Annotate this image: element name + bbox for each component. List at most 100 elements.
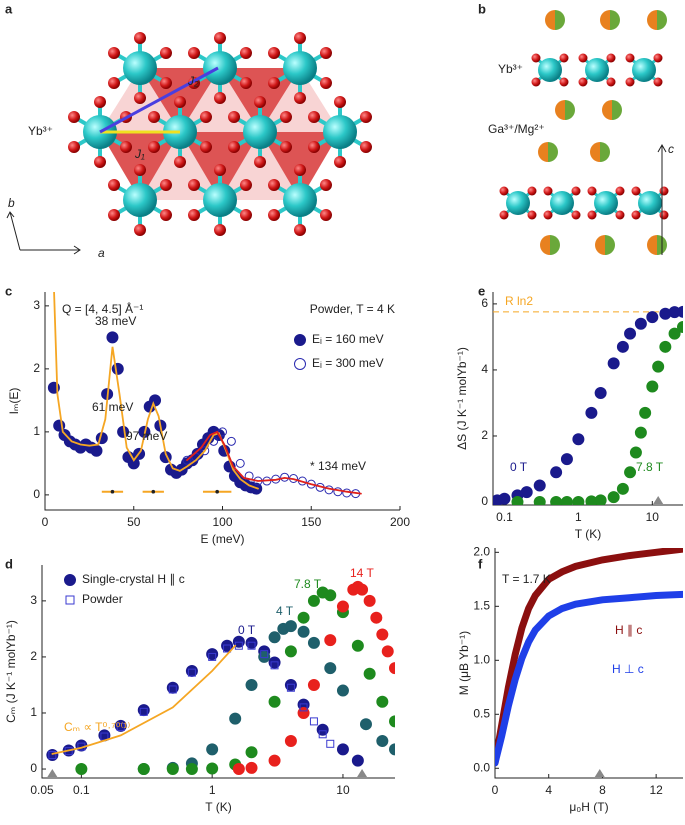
annotation: Powder, T = 4 K [310,302,395,316]
annotation: T = 1.7 K [502,572,551,586]
legend-label: Single-crystal H ∥ c [82,572,185,586]
oxygen [239,209,252,221]
yb-atom [506,191,530,215]
y-tick-label: 2 [481,428,488,442]
oxygen [188,47,201,59]
y-tick-label: 2 [33,361,40,375]
series-group [495,548,683,767]
series-label: H ⊥ c [612,662,644,676]
y-tick-label: 3 [33,298,40,312]
series-label: Cₘ ∝ T⁰·⁷⁰⁽¹⁾ [64,720,130,734]
point [336,600,349,613]
point [594,494,607,505]
point [297,706,310,719]
oxygen [199,111,212,123]
point [48,751,57,760]
oxygen [68,141,81,153]
oxygen [134,164,146,176]
point [221,639,234,652]
point [560,496,573,505]
x-tick-label: 10 [646,510,660,524]
point [634,426,647,439]
ga-atom [647,10,667,30]
y-axis-label: ΔS (J K⁻¹ molYb⁻¹) [455,347,469,450]
point [616,340,629,353]
point [389,662,395,675]
oxygen [527,210,537,220]
reference-label: R ln2 [505,294,533,308]
oxygen [174,156,186,168]
yb-atom [203,51,237,85]
point [284,645,297,658]
point [520,486,533,499]
point [268,631,281,644]
oxygen [578,77,588,87]
oxygen [279,141,292,153]
point [111,362,124,375]
oxygen [228,141,241,153]
yb-atom [123,183,157,217]
point [381,645,394,658]
point [629,446,642,459]
x-tick-label: 0.05 [30,783,54,797]
series-group [46,580,395,776]
oxygen [268,47,281,59]
oxygen [294,224,306,236]
series-label: 0 T [238,623,256,637]
x-tick-label: 12 [649,783,663,797]
point [359,718,372,731]
axis-label: b [8,196,15,210]
ga-atom [647,235,667,255]
oxygen [108,47,121,59]
y-tick-label: 0.5 [473,706,490,720]
y-tick-label: 0 [33,487,40,501]
ga-atom [595,235,615,255]
oxygen [214,92,226,104]
oxygen [625,77,635,87]
point [206,762,219,775]
series-line [53,292,259,490]
y-tick-label: 3 [30,593,37,607]
point [46,749,59,762]
y-tick-label: 1 [30,705,37,719]
annotation: 38 meV [95,314,136,328]
oxygen [254,156,266,168]
oxygen [134,224,146,236]
y-tick-label: 2.0 [473,544,490,558]
x-tick-label: 50 [127,515,141,529]
point [624,466,637,479]
point [307,594,320,607]
oxygen [188,179,201,191]
x-tick-label: 10 [336,783,350,797]
oxygen [653,53,663,63]
point [363,594,376,607]
point [370,611,383,624]
axis [492,292,683,506]
yb-atom [283,51,317,85]
point [594,387,607,400]
oxygen [294,92,306,104]
series-line [495,548,683,767]
point [607,357,620,370]
x-tick-label: 0.1 [73,783,90,797]
oxygen [559,53,569,63]
point [324,634,337,647]
chart: c 0 1 2 3 0 50 100 150 200 E (meV) Iₘ(E) Q = [4, 4.5… [5,283,410,546]
yb-atom [594,191,618,215]
oxygen [308,111,321,123]
yb-atom [323,115,357,149]
oxygen [294,32,306,44]
series-label: 14 T [350,566,374,580]
oxygen [631,210,641,220]
y-tick-label: 0 [30,761,37,775]
oxygen [571,186,581,196]
series-label: 7.8 T [636,460,664,474]
point [232,763,245,776]
point [659,340,672,353]
legend-label: Eᵢ = 160 meV [312,332,384,346]
point [498,492,511,505]
oxygen [108,179,121,191]
point [286,683,295,692]
point [268,754,281,767]
oxygen [159,77,172,89]
